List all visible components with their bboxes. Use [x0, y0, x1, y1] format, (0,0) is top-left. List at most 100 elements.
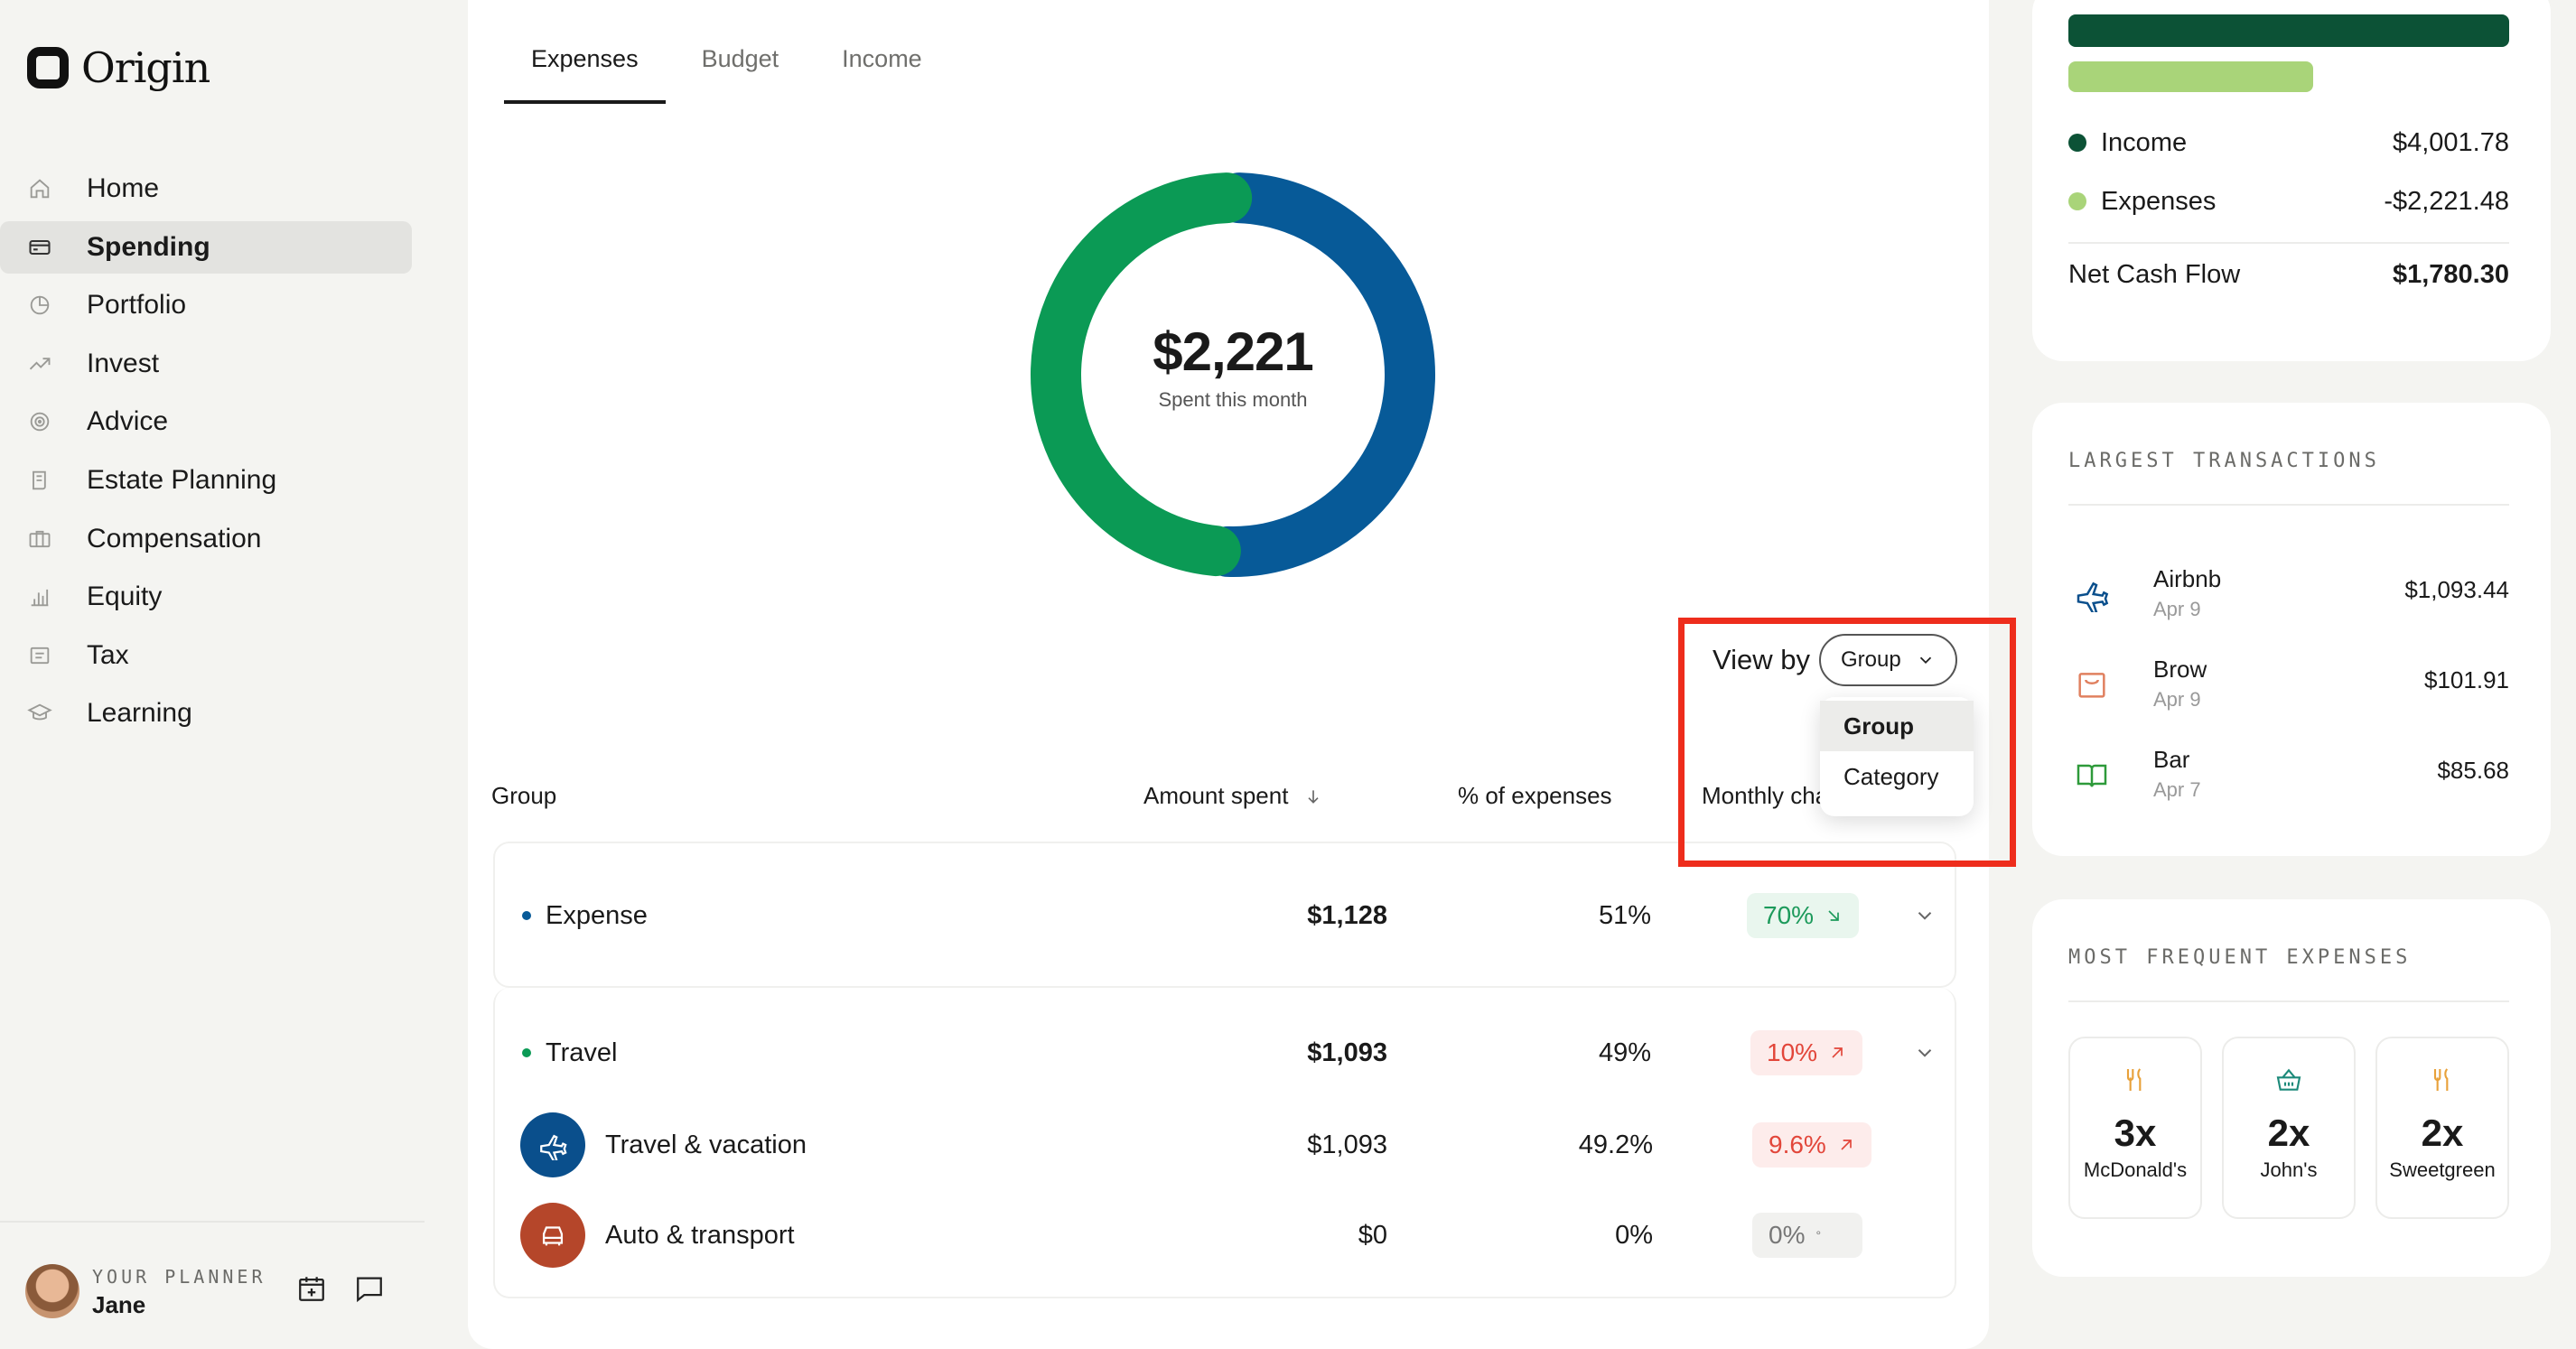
donut-segment-expense[interactable] [1202, 172, 1435, 577]
frequent-tile[interactable]: 2x Sweetgreen [2375, 1037, 2509, 1219]
neutral-dot-icon: ° [1815, 1228, 1822, 1242]
frequent-name: Sweetgreen [2389, 1158, 2496, 1181]
nav-label: Learning [87, 698, 192, 729]
income-row: Income $4,001.78 [2068, 125, 2509, 161]
transaction-row[interactable]: Brow Apr 9 $101.91 [2068, 654, 2509, 726]
transaction-amount: $101.91 [2424, 666, 2509, 693]
percent-cell: 51% [1598, 900, 1651, 930]
col-monthly[interactable]: Monthly char [1702, 782, 1836, 809]
frequent-title: MOST FREQUENT EXPENSES [2068, 946, 2412, 969]
transaction-name: Bar [2153, 746, 2190, 773]
nav-item-spending[interactable]: Spending [0, 220, 412, 274]
nav-item-compensation[interactable]: Compensation [0, 513, 412, 565]
briefcase-icon [27, 526, 52, 552]
group-name: Expense [546, 900, 648, 930]
origin-logo[interactable]: Origin [27, 43, 210, 92]
category-name: Travel & vacation [605, 1130, 807, 1159]
group-card-travel: Travel $1,093 49% 10% Travel & vacation [493, 988, 1956, 1298]
amount-cell: $0 [1358, 1220, 1387, 1250]
option-category[interactable]: Category [1843, 762, 1939, 790]
col-amount[interactable]: Amount spent [1143, 782, 1322, 810]
nav-item-portfolio[interactable]: Portfolio [0, 279, 412, 331]
change-cell: 9.6% [1752, 1100, 1871, 1190]
arrow-down-right-icon [1828, 910, 1839, 921]
category-name-cell: Auto & transport [520, 1190, 795, 1280]
amount-cell: $1,093 [1307, 1130, 1387, 1159]
change-value: 0% [1769, 1221, 1806, 1249]
group-name-cell: Travel [522, 1008, 618, 1098]
tab-income[interactable]: Income [842, 45, 922, 72]
view-by-select[interactable]: Group [1819, 634, 1957, 686]
spending-donut-chart[interactable] [1021, 163, 1445, 587]
group-name-cell: Expense [522, 870, 648, 961]
spending-tabs: Expenses Budget Income [504, 27, 958, 104]
avatar[interactable] [25, 1264, 79, 1318]
nav-item-estate-planning[interactable]: Estate Planning [0, 454, 412, 507]
view-by-control: View by Group [1713, 634, 1957, 686]
nav-item-tax[interactable]: Tax [0, 629, 412, 682]
calendar-icon[interactable] [296, 1273, 327, 1304]
brand-name: Origin [81, 43, 210, 92]
col-group[interactable]: Group [491, 782, 557, 809]
transaction-name: Airbnb [2153, 565, 2222, 592]
expenses-dot [2068, 192, 2086, 210]
nav-item-advice[interactable]: Advice [0, 395, 412, 448]
chevron-down-icon [1918, 1049, 1932, 1057]
target-icon [27, 409, 52, 434]
divider [2068, 242, 2509, 244]
arrow-up-right-icon [1841, 1140, 1852, 1150]
expand-cell[interactable] [1913, 1008, 1937, 1098]
col-amount-label: Amount spent [1143, 782, 1289, 809]
view-by-dropdown: Group Category [1820, 697, 1974, 816]
expenses-label: Expenses [2101, 186, 2217, 216]
nav-item-home[interactable]: Home [0, 163, 412, 215]
card-icon [27, 235, 52, 260]
change-cell: 10% [1750, 1008, 1863, 1098]
nav-label: Portfolio [87, 290, 187, 321]
table-row[interactable]: Expense $1,128 51% 70% [495, 870, 1955, 961]
nav-label: Home [87, 173, 160, 203]
category-row[interactable]: Auto & transport $0 0% 0% ° [495, 1190, 1955, 1280]
transaction-row[interactable]: Airbnb Apr 9 $1,093.44 [2068, 563, 2509, 636]
arrow-down-icon [1308, 789, 1320, 804]
nav-label: Invest [87, 348, 160, 378]
amount-cell: $1,093 [1307, 1037, 1387, 1067]
spent-subtitle: Spent this month [1158, 388, 1308, 411]
expand-cell[interactable] [1913, 870, 1937, 961]
basket-icon [2276, 1068, 2301, 1091]
change-value: 10% [1767, 1038, 1818, 1066]
book-icon [2077, 764, 2107, 787]
chevron-down-icon [1919, 656, 1931, 665]
transaction-date: Apr 7 [2153, 778, 2201, 801]
group-dot [522, 1048, 531, 1057]
category-row[interactable]: Travel & vacation $1,093 49.2% 9.6% [495, 1100, 1955, 1190]
frequent-tile[interactable]: 3x McDonald's [2068, 1037, 2202, 1219]
category-name: Auto & transport [605, 1220, 795, 1250]
expenses-row: Expenses -$2,221.48 [2068, 183, 2509, 219]
percent-cell: 49% [1598, 1037, 1651, 1067]
shopping-bag-icon [2078, 673, 2105, 698]
main-nav: Home Spending Portfolio Invest Advice Es… [0, 163, 425, 746]
col-percent[interactable]: % of expenses [1458, 782, 1612, 809]
home-icon [27, 176, 52, 201]
group-dot [522, 911, 531, 920]
view-by-value: Group [1841, 647, 1901, 672]
tab-expenses[interactable]: Expenses [504, 27, 666, 104]
nav-item-invest[interactable]: Invest [0, 338, 412, 390]
graduation-cap-icon [27, 701, 52, 726]
net-value: $1,780.30 [2392, 259, 2509, 289]
table-row[interactable]: Travel $1,093 49% 10% [495, 1008, 1955, 1098]
income-dot [2068, 134, 2086, 152]
tab-budget[interactable]: Budget [701, 45, 779, 72]
percent-cell: 0% [1615, 1220, 1653, 1250]
transaction-row[interactable]: Bar Apr 7 $85.68 [2068, 744, 2509, 816]
chat-icon[interactable] [354, 1273, 385, 1304]
donut-segment-travel[interactable] [1031, 172, 1253, 577]
sidebar: Origin Home Spending Portfolio Invest Ad… [0, 0, 425, 1349]
option-group[interactable]: Group [1820, 701, 1974, 751]
nav-item-learning[interactable]: Learning [0, 687, 412, 740]
frequent-tile[interactable]: 2x John's [2222, 1037, 2356, 1219]
airplane-icon [520, 1112, 585, 1177]
nav-item-equity[interactable]: Equity [0, 571, 412, 623]
frequent-name: John's [2260, 1158, 2318, 1181]
